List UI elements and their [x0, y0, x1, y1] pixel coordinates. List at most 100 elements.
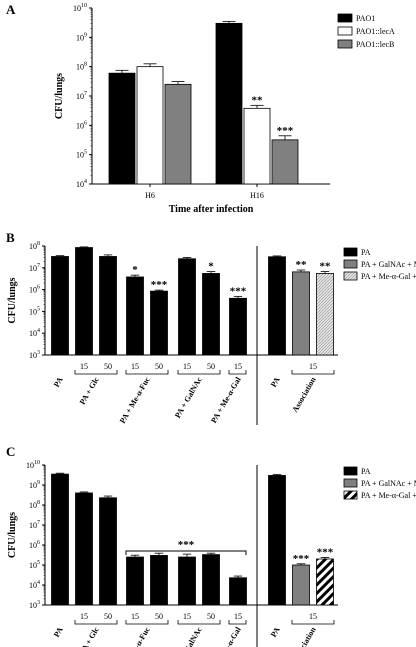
a-bar — [243, 107, 271, 185]
a-y-axis-title: CFU/lungs — [54, 73, 65, 119]
a-bar — [164, 83, 192, 185]
b-y-tick-base: 10 — [29, 286, 37, 295]
a-bar — [108, 72, 136, 185]
c-legend-label: PA + Me-α-Gal + Me-α-Fuc — [361, 491, 416, 500]
b-dose-label: 15 — [131, 362, 139, 371]
b-dose-bracket — [291, 370, 335, 375]
c-dose-label: 15 — [131, 612, 139, 621]
a-legend-label: PAO1::lecB — [356, 40, 394, 49]
c-bar — [202, 554, 220, 606]
c-dose-label: 15 — [80, 612, 88, 621]
a-y-tick-exponent: 5 — [84, 150, 87, 156]
panel-b-letter: B — [6, 230, 15, 245]
panel-c-letter: C — [6, 444, 15, 459]
a-y-tick-label: 104 — [76, 179, 87, 189]
c-bar — [126, 556, 144, 606]
c-y-tick-exponent: 3 — [37, 600, 40, 606]
c-dose-bracket — [74, 620, 118, 625]
a-legend-label: PAO1::lecA — [356, 27, 395, 36]
b-dose-bracket — [177, 370, 221, 375]
b-y-tick-label: 104 — [29, 328, 40, 338]
b-bar — [75, 247, 93, 356]
a-y-tick-exponent: 8 — [84, 62, 87, 68]
c-legend-swatch — [343, 466, 358, 476]
c-bar — [75, 492, 93, 606]
c-dose-label: 15 — [183, 612, 191, 621]
b-bar — [202, 273, 220, 356]
b-bar — [99, 256, 117, 356]
b-dose-bracket — [228, 370, 247, 375]
a-x-tick-label: H6 — [145, 191, 155, 200]
c-dose-bracket — [291, 620, 335, 625]
b-group-label: PA — [52, 375, 65, 388]
b-legend-label: PA + Me-α-Gal + Me-α-Fuc — [361, 272, 416, 281]
a-y-tick-exponent: 6 — [84, 120, 87, 126]
b-y-tick-exponent: 4 — [37, 328, 40, 334]
c-y-tick-label: 103 — [29, 600, 40, 610]
c-y-tick-base: 10 — [29, 541, 37, 550]
b-y-axis-title: CFU/lungs — [7, 277, 18, 323]
b-y-tick-base: 10 — [29, 351, 37, 360]
b-y-tick-exponent: 7 — [37, 263, 40, 269]
panel-a-letter: A — [6, 2, 16, 17]
a-y-tick-base: 10 — [76, 63, 84, 72]
b-dose-label: 50 — [155, 362, 163, 371]
c-y-tick-base: 10 — [26, 461, 34, 470]
a-significance-mark: ** — [252, 94, 264, 106]
c-bar — [292, 564, 310, 606]
c-dose-label: 15 — [309, 612, 317, 621]
b-y-tick-label: 105 — [29, 306, 40, 316]
b-y-tick-label: 106 — [29, 285, 40, 295]
a-y-tick-label: 109 — [76, 32, 87, 42]
c-y-tick-exponent: 4 — [37, 580, 40, 586]
c-bar — [268, 475, 286, 606]
c-y-tick-label: 1010 — [26, 460, 40, 470]
c-dose-label: 50 — [155, 612, 163, 621]
c-dose-bracket — [125, 620, 169, 625]
c-bar — [99, 497, 117, 606]
b-significance-mark: ** — [320, 261, 332, 273]
c-y-tick-base: 10 — [29, 601, 37, 610]
a-bar — [215, 22, 243, 185]
b-legend-label: PA + GalNAc + Me-α-Fuc — [361, 260, 416, 269]
a-y-tick-label: 106 — [76, 120, 87, 130]
b-bar — [229, 297, 247, 356]
c-y-tick-exponent: 7 — [37, 520, 40, 526]
a-y-tick-base: 10 — [76, 92, 84, 101]
c-significance-bracket — [125, 550, 247, 555]
c-legend-swatch — [343, 490, 358, 500]
a-y-tick-label: 107 — [76, 91, 87, 101]
a-y-tick-exponent: 7 — [84, 91, 87, 97]
b-group-label: PA + GalNAc — [173, 375, 204, 419]
b-group-label: PA + Glc — [78, 375, 101, 406]
a-y-tick-base: 10 — [76, 180, 84, 189]
b-dose-label: 15 — [183, 362, 191, 371]
c-y-tick-label: 106 — [29, 540, 40, 550]
b-significance-mark: *** — [151, 279, 168, 291]
b-dose-label: 50 — [104, 362, 112, 371]
a-legend-swatch — [337, 13, 353, 23]
c-group-label: PA + Me-α-Fuc — [118, 625, 152, 647]
b-y-tick-base: 10 — [29, 329, 37, 338]
a-legend-label: PAO1 — [356, 14, 375, 23]
b-y-tick-base: 10 — [29, 242, 37, 251]
c-dose-bracket — [228, 620, 247, 625]
b-y-tick-exponent: 8 — [37, 241, 40, 247]
b-significance-mark: *** — [230, 285, 247, 297]
c-bar — [150, 555, 168, 606]
a-y-tick-base: 10 — [76, 151, 84, 160]
c-y-tick-label: 107 — [29, 520, 40, 530]
c-legend-swatch — [343, 478, 358, 488]
b-bar — [126, 276, 144, 356]
b-bar — [178, 258, 196, 356]
c-significance-mark: *** — [178, 539, 195, 551]
b-y-tick-label: 108 — [29, 241, 40, 251]
c-legend-label: PA — [361, 467, 371, 476]
a-bar — [271, 139, 299, 185]
a-significance-mark: *** — [277, 125, 294, 137]
b-bar — [51, 256, 69, 356]
b-y-tick-exponent: 3 — [37, 350, 40, 356]
c-group-label: Association — [290, 625, 318, 647]
a-legend-swatch — [337, 39, 353, 49]
c-group-label: PA + GalNAc — [173, 625, 204, 647]
